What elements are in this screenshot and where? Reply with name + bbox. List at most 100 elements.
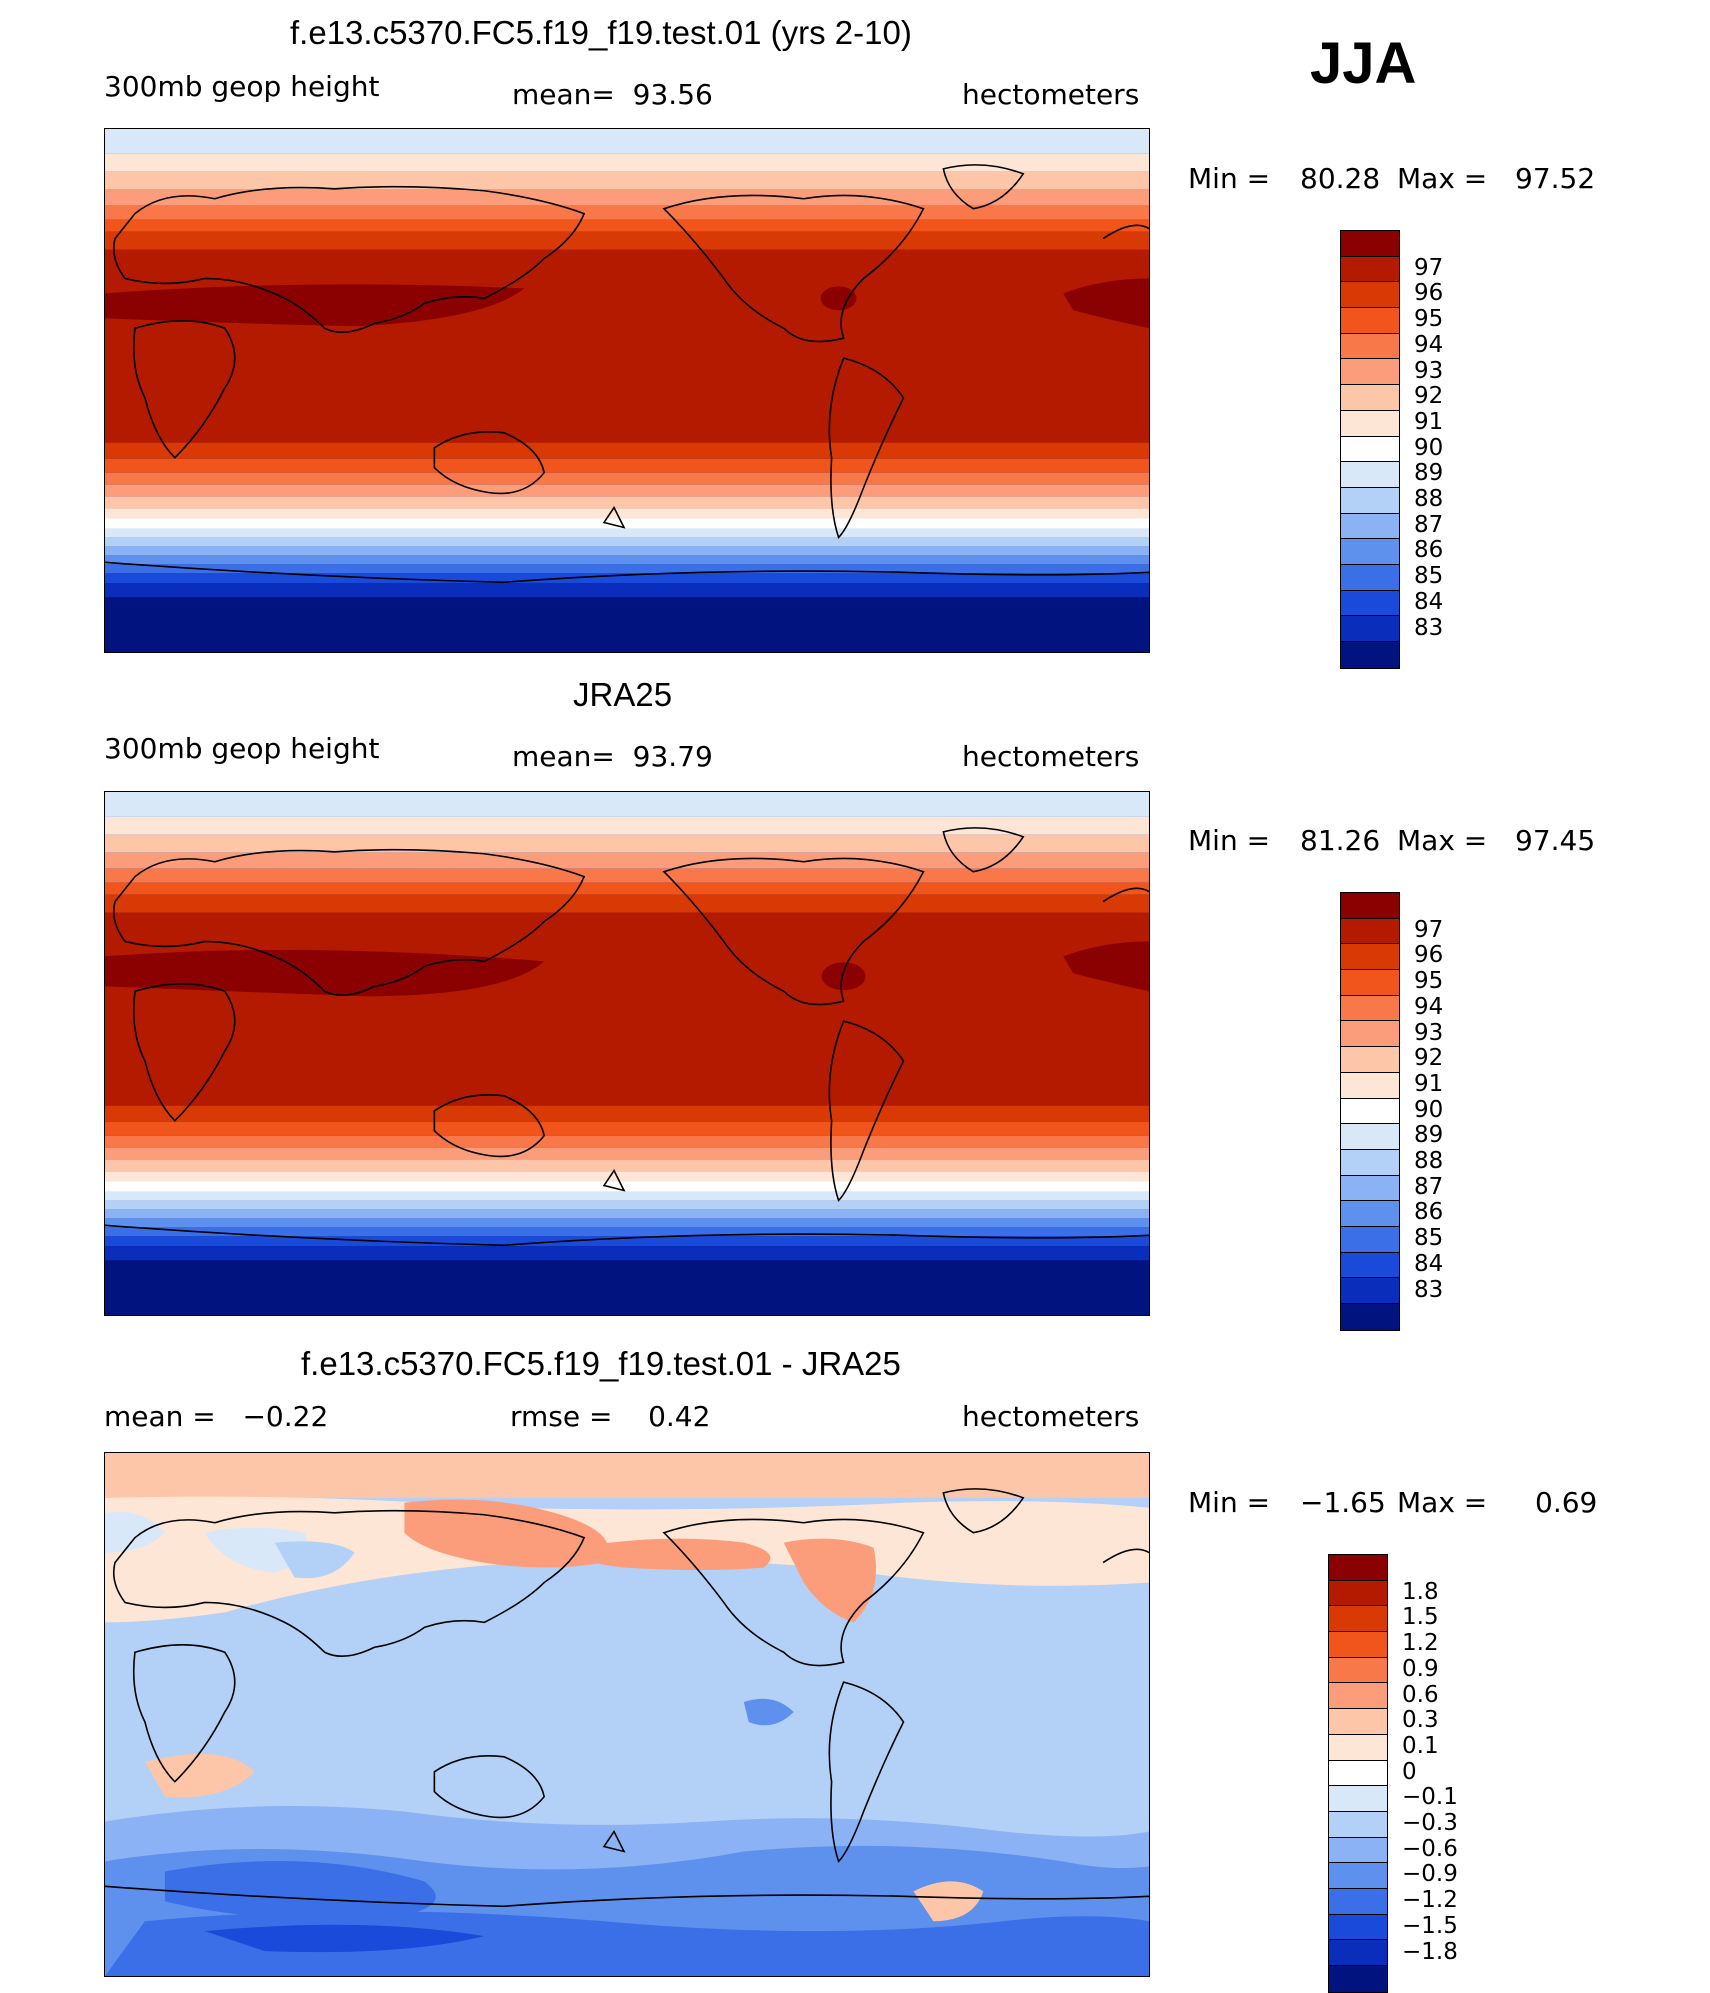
colorbar-swatch xyxy=(1329,1632,1387,1658)
panel-3-map xyxy=(104,1452,1150,1977)
colorbar-swatch xyxy=(1341,642,1399,668)
colorbar-swatch xyxy=(1341,1175,1399,1202)
colorbar-swatch xyxy=(1329,1940,1387,1966)
colorbar-swatch xyxy=(1341,995,1399,1022)
colorbar-swatch xyxy=(1341,231,1399,257)
colorbar-tick-label: 0.6 xyxy=(1402,1681,1439,1708)
coastlines xyxy=(105,1488,1149,1908)
colorbar-swatch xyxy=(1341,513,1399,540)
colorbar-tick-label: 83 xyxy=(1414,1276,1444,1303)
colorbar-swatch xyxy=(1341,970,1399,996)
panel-1-max-label: Max = xyxy=(1397,162,1488,195)
colorbar-tick-label: 93 xyxy=(1414,1019,1444,1046)
panel-3-map-svg xyxy=(105,1453,1149,1976)
colorbar-tick-label: 84 xyxy=(1414,588,1444,615)
colorbar-swatch xyxy=(1341,1201,1399,1227)
colorbar-tick-label: 97 xyxy=(1414,916,1444,943)
colorbar-tick-label: 85 xyxy=(1414,563,1444,590)
panel-3-min-value: −1.65 xyxy=(1300,1486,1386,1519)
colorbar-tick-label: 87 xyxy=(1414,1173,1444,1200)
colorbar-tick-label: 1.5 xyxy=(1402,1604,1439,1631)
panel-1-map-svg xyxy=(105,129,1149,652)
colorbar-tick-label: 90 xyxy=(1414,434,1444,461)
colorbar-swatch xyxy=(1329,1683,1387,1710)
colorbar-swatch xyxy=(1329,1734,1387,1761)
panel-2-max-value: 97.45 xyxy=(1515,824,1596,857)
panel-2-title: JRA25 xyxy=(573,676,673,713)
panel-3-rmse-label: rmse = 0.42 xyxy=(510,1400,711,1433)
colorbar-swatch xyxy=(1329,1863,1387,1889)
panel-1-units-label: hectometers xyxy=(962,78,1140,111)
colorbar-swatch xyxy=(1329,1606,1387,1633)
colorbar-swatch xyxy=(1341,539,1399,565)
colorbar-tick-label: 1.2 xyxy=(1402,1630,1439,1657)
colorbar-swatch xyxy=(1341,564,1399,591)
colorbar-tick-label: −0.1 xyxy=(1402,1784,1458,1811)
colorbar-swatch xyxy=(1329,1709,1387,1735)
panel-1-title: f.e13.c5370.FC5.f19_f19.test.01 (yrs 2-1… xyxy=(290,14,912,51)
colorbar-swatch xyxy=(1341,308,1399,334)
coastlines xyxy=(105,164,1149,584)
colorbar-tick-label: 88 xyxy=(1414,1148,1444,1174)
colorbar-swatch xyxy=(1341,410,1399,437)
colorbar-tick-label: 1.8 xyxy=(1402,1578,1439,1605)
colorbar-tick-label: −0.6 xyxy=(1402,1835,1458,1862)
colorbar-tick-label: 88 xyxy=(1414,486,1444,512)
colorbar-tick-label: 94 xyxy=(1414,331,1444,358)
colorbar-tick-label: 91 xyxy=(1414,408,1444,435)
colorbar-swatch xyxy=(1341,1047,1399,1073)
colorbar-swatch xyxy=(1341,282,1399,309)
panel-3-colorbar xyxy=(1328,1554,1388,1993)
colorbar-tick-label: 95 xyxy=(1414,968,1444,995)
colorbar-swatch xyxy=(1329,1914,1387,1941)
colorbar-swatch xyxy=(1341,462,1399,488)
colorbar-swatch xyxy=(1341,1226,1399,1253)
colorbar-tick-label: −1.5 xyxy=(1402,1912,1458,1939)
colorbar-swatch xyxy=(1341,1149,1399,1176)
panel-2-variable-label: 300mb geop height xyxy=(104,732,380,765)
colorbar-tick-label: 92 xyxy=(1414,1045,1444,1072)
colorbar-tick-label: 93 xyxy=(1414,357,1444,384)
panel-1-min-label: Min = xyxy=(1188,162,1271,195)
panel-1-variable-label: 300mb geop height xyxy=(104,70,380,103)
colorbar-swatch xyxy=(1341,1304,1399,1330)
colorbar-swatch xyxy=(1341,487,1399,514)
colorbar-swatch xyxy=(1329,1837,1387,1864)
panel-2-min-label: Min = xyxy=(1188,824,1271,857)
colorbar-tick-label: 92 xyxy=(1414,383,1444,410)
panel-2-units-label: hectometers xyxy=(962,740,1140,773)
colorbar-swatch xyxy=(1329,1888,1387,1915)
colorbar-tick-label: 90 xyxy=(1414,1096,1444,1123)
colorbar-swatch xyxy=(1341,918,1399,945)
colorbar-swatch xyxy=(1341,893,1399,919)
colorbar-tick-label: −1.8 xyxy=(1402,1938,1458,1965)
colorbar-tick-label: 87 xyxy=(1414,511,1444,538)
panel-3-min-label: Min = xyxy=(1188,1486,1271,1519)
colorbar-tick-label: 96 xyxy=(1414,280,1444,307)
panel-1-mean-label: mean= 93.56 xyxy=(512,78,713,111)
colorbar-tick-label: 0 xyxy=(1402,1758,1417,1785)
panel-3-mean-label: mean = −0.22 xyxy=(104,1400,329,1433)
colorbar-tick-label: 97 xyxy=(1414,254,1444,281)
colorbar-swatch xyxy=(1341,1021,1399,1048)
colorbar-swatch xyxy=(1329,1786,1387,1812)
panel-3-units-label: hectometers xyxy=(962,1400,1140,1433)
panel-2-max-label: Max = xyxy=(1397,824,1488,857)
colorbar-swatch xyxy=(1341,944,1399,971)
panel-1-max-value: 97.52 xyxy=(1515,162,1596,195)
colorbar-swatch xyxy=(1329,1555,1387,1581)
colorbar-swatch xyxy=(1341,616,1399,642)
panel-1-min-value: 80.28 xyxy=(1300,162,1381,195)
colorbar-swatch xyxy=(1329,1580,1387,1607)
colorbar-swatch xyxy=(1341,1278,1399,1304)
colorbar-swatch xyxy=(1341,590,1399,617)
colorbar-tick-label: 94 xyxy=(1414,993,1444,1020)
colorbar-tick-label: 89 xyxy=(1414,460,1444,487)
colorbar-tick-label: −1.2 xyxy=(1402,1887,1458,1914)
panel-2-mean-label: mean= 93.79 xyxy=(512,740,713,773)
colorbar-swatch xyxy=(1341,1124,1399,1150)
colorbar-tick-label: 0.1 xyxy=(1402,1732,1439,1759)
colorbar-tick-label: 96 xyxy=(1414,942,1444,969)
panel-1-map xyxy=(104,128,1150,653)
colorbar-tick-label: 86 xyxy=(1414,537,1444,564)
